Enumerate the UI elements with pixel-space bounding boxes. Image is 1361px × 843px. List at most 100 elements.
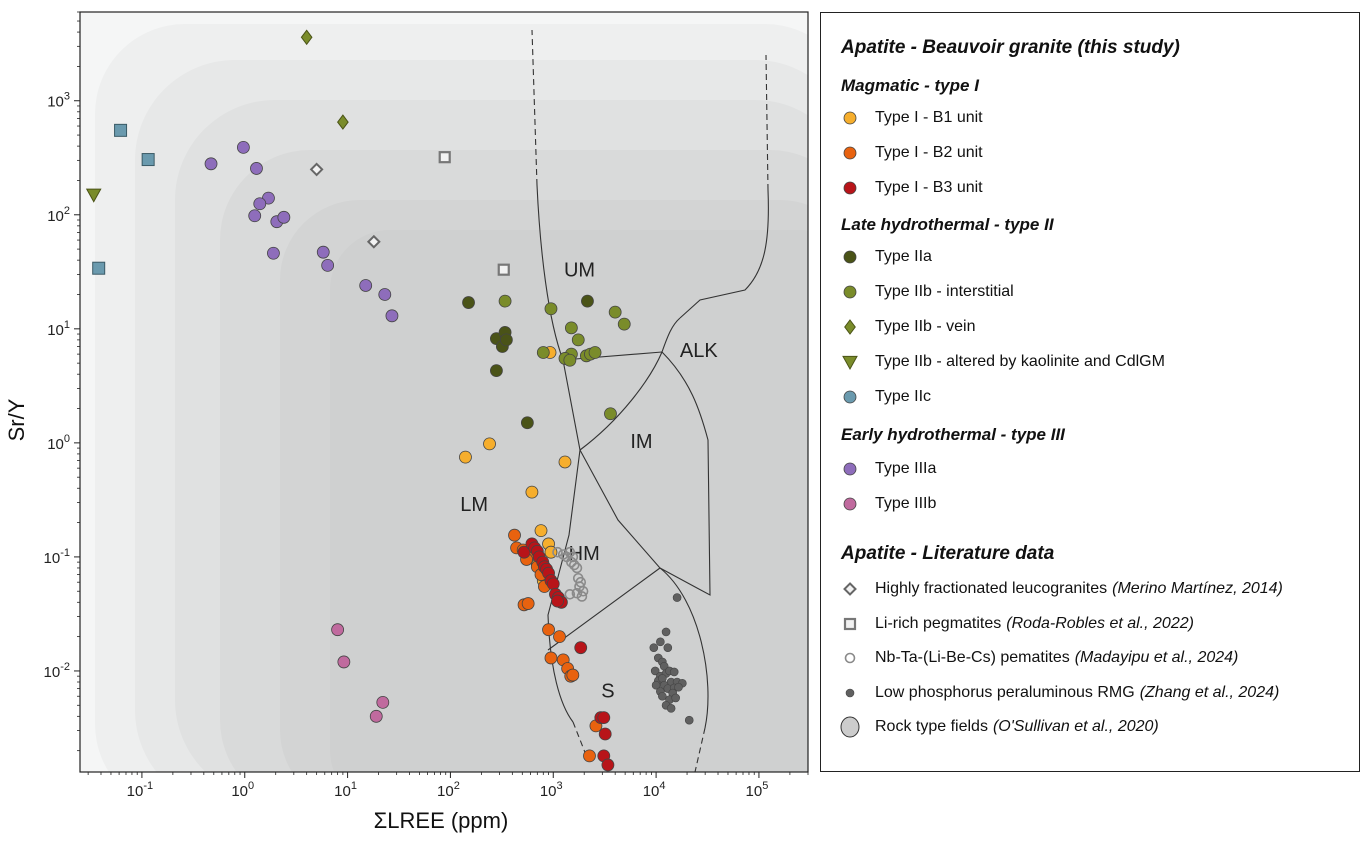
legend-label: Type IIb - altered by kaolinite and CdlG…: [875, 353, 1165, 370]
data-point: [564, 321, 578, 335]
legend-item: Highly fractionated leucogranites (Merino…: [839, 576, 1283, 602]
data-point: [250, 162, 263, 175]
legend-item: Li-rich pegmatites (Roda-Robles et al., 2…: [839, 611, 1194, 637]
field-label-um: UM: [564, 259, 595, 281]
data-point: [309, 162, 324, 177]
legend-marker: [843, 111, 857, 125]
data-point: [563, 353, 577, 367]
data-point: [521, 597, 535, 610]
data-point: [248, 209, 262, 223]
legend-subtitle-type-ii: Late hydrothermal - type II: [841, 215, 1054, 234]
data-point: [267, 246, 280, 260]
data-point: [564, 589, 576, 600]
series-5: [300, 29, 349, 130]
data-point: [462, 296, 475, 309]
legend: Apatite - Beauvoir granite (this study) …: [820, 12, 1360, 772]
legend-label: Type IIIa: [875, 460, 937, 477]
legend-marker-icon: [843, 250, 857, 264]
data-point: [542, 623, 555, 637]
legend-label: Low phosphorus peraluminous RMG: [875, 683, 1135, 701]
field-label-s: S: [601, 681, 614, 703]
field-label-alk: ALK: [680, 340, 718, 362]
series-7: [92, 123, 155, 275]
data-point: [459, 450, 472, 464]
y-axis-label: Sr/Y: [4, 398, 29, 441]
x-tick-label: 105: [746, 780, 769, 800]
series-3: [462, 294, 594, 430]
data-point: [544, 651, 558, 665]
legend-marker: [843, 617, 857, 630]
data-point: [438, 151, 451, 164]
series-11: [438, 151, 510, 276]
legend-item: Rock type fields (O'Sullivan et al., 2020…: [839, 714, 1159, 740]
legend-citation: (Roda-Robles et al., 2022): [1006, 614, 1194, 632]
legend-subtitle-type-i: Magmatic - type I: [841, 76, 979, 95]
legend-citation: (O'Sullivan et al., 2020): [992, 718, 1159, 735]
data-point: [141, 153, 155, 167]
data-point: [85, 188, 102, 203]
y-axis: 10-2 10-1 100 101 102 103: [44, 11, 80, 752]
legend-marker: [843, 462, 857, 476]
y-tick-label: 103: [47, 91, 70, 111]
data-point: [337, 114, 349, 130]
legend-marker: [843, 497, 857, 511]
data-point: [617, 317, 631, 331]
series-13: [649, 593, 694, 725]
data-point: [552, 546, 563, 558]
data-point: [490, 364, 503, 378]
data-point: [553, 630, 566, 644]
legend-label: Type IIb - vein: [875, 318, 976, 335]
x-axis: 10-1 100 101 102 103 104 105: [87, 772, 809, 800]
data-point: [236, 140, 250, 154]
data-point: [588, 346, 602, 359]
x-tick-label: 102: [437, 780, 460, 800]
data-point: [658, 691, 667, 701]
data-point: [571, 562, 583, 574]
data-point: [581, 294, 594, 308]
legend-marker: [844, 652, 856, 664]
data-point: [331, 623, 345, 637]
legend-citation: (Madayipu et al., 2024): [1074, 649, 1239, 666]
data-point: [649, 643, 659, 652]
data-point: [669, 667, 679, 677]
legend-label: Type I - B2 unit: [875, 144, 983, 161]
series-9: [331, 623, 390, 723]
data-point: [534, 524, 548, 538]
legend-label: Li-rich pegmatites: [875, 614, 1002, 632]
data-point: [369, 709, 383, 723]
legend-item: Type I - B1 unit: [839, 105, 983, 131]
data-point: [366, 234, 381, 249]
legend-label: Nb-Ta-(Li-Be-Cs) pematites: [875, 649, 1070, 666]
series-10: [309, 162, 381, 249]
data-point: [337, 655, 351, 669]
legend-item: Type IIc: [839, 384, 931, 410]
legend-marker-icon: [843, 285, 857, 299]
y-tick-label: 101: [47, 319, 70, 339]
legend-marker-icon: [843, 181, 857, 195]
x-tick-label: 10-1: [127, 780, 153, 800]
legend-marker: [844, 319, 856, 335]
data-points: [85, 29, 694, 772]
legend-marker: [843, 582, 857, 596]
data-point: [571, 587, 583, 599]
plot-frame: [79, 11, 809, 773]
data-point: [571, 333, 585, 347]
legend-item: Type IIb - vein: [839, 314, 976, 340]
legend-marker-icon: [844, 319, 856, 335]
data-point: [674, 682, 683, 692]
x-axis-label: ΣLREE (ppm): [374, 808, 509, 833]
data-point: [359, 279, 373, 292]
legend-marker-icon: [843, 462, 857, 476]
legend-marker-icon: [844, 652, 856, 664]
data-point: [604, 407, 617, 421]
field-label-lm: LM: [460, 494, 488, 516]
legend-marker: [843, 146, 857, 160]
y-tick-label: 10-2: [44, 661, 70, 681]
y-tick-label: 100: [47, 433, 70, 453]
y-tick-label: 102: [47, 205, 70, 225]
data-point: [277, 210, 291, 224]
legend-marker: [843, 181, 857, 195]
legend-item: Type IIb - interstitial: [839, 279, 1014, 305]
legend-item: Low phosphorus peraluminous RMG (Zhang et…: [839, 680, 1279, 706]
